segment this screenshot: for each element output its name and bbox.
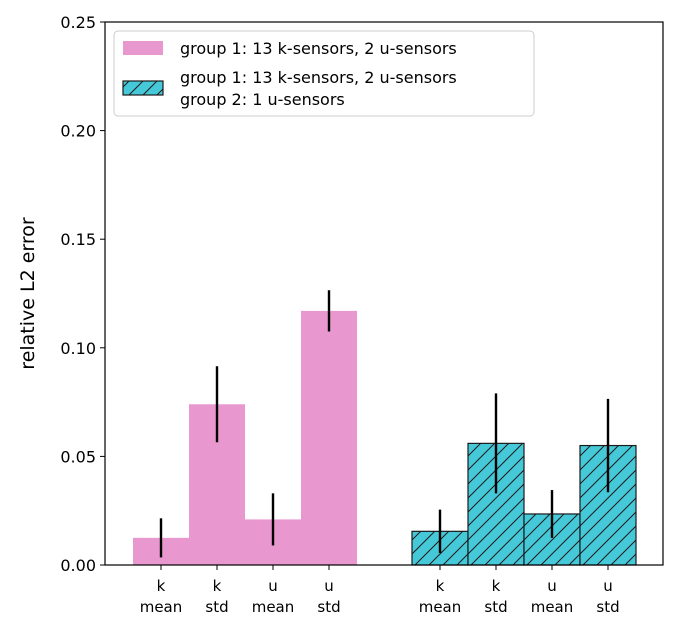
x-tick-label-1-3: u mean	[252, 577, 295, 616]
legend-swatch-1	[123, 41, 163, 55]
bar-1-4	[301, 310, 357, 565]
x-tick-label-2-4: u std	[596, 577, 619, 616]
y-tick-label-4: 0.20	[60, 122, 96, 141]
plot-frame	[104, 21, 664, 566]
y-axis-label: relative L2 error	[17, 217, 39, 370]
axes-layer: k mean k std u mean u std k mean k std u mean u std 0.00…	[17, 13, 664, 616]
x-tick-label-2-1: k mean	[419, 577, 462, 616]
y-tick-label-3: 0.15	[60, 230, 96, 249]
legend-label-2: group 1: 13 k-sensors, 2 u-sensors group …	[180, 68, 457, 109]
error-bars-layer	[159, 290, 610, 558]
x-tick-label-2-3: u mean	[531, 577, 574, 616]
x-tick-label-2-2: k std	[484, 577, 507, 616]
bars-layer	[133, 310, 637, 566]
legend-box	[113, 30, 535, 117]
y-tick-label-0: 0.00	[60, 556, 96, 575]
y-tick-label-1: 0.05	[60, 447, 96, 466]
legend-label-1: group 1: 13 k-sensors, 2 u-sensors	[180, 39, 457, 58]
legend-swatch-2-hatch	[123, 81, 163, 95]
legend: group 1: 13 k-sensors, 2 u-sensorsgroup …	[113, 30, 535, 117]
y-tick-label-2: 0.10	[60, 339, 96, 358]
x-tick-label-1-4: u std	[317, 577, 340, 616]
x-tick-label-1-2: k std	[205, 577, 228, 616]
x-tick-label-1-1: k mean	[140, 577, 183, 616]
y-tick-label-5: 0.25	[60, 13, 96, 32]
